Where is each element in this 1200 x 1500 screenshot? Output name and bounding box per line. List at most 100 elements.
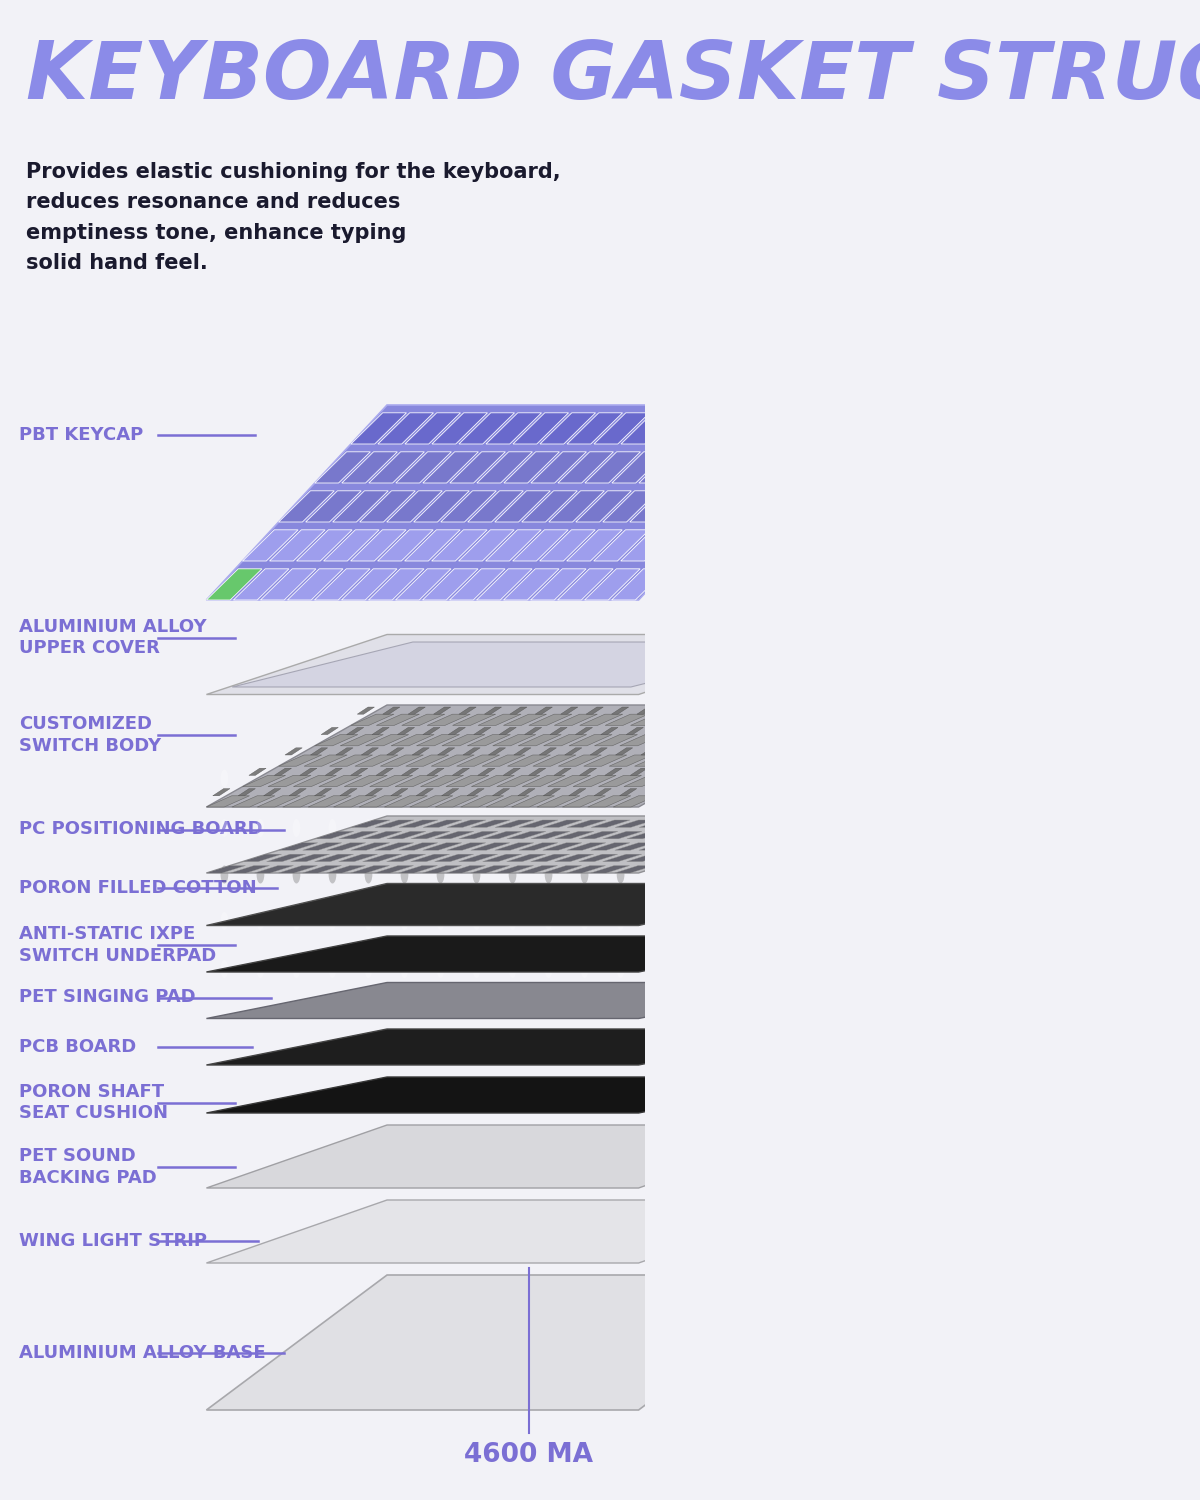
Polygon shape: [722, 831, 762, 839]
Polygon shape: [518, 843, 558, 850]
Polygon shape: [720, 452, 775, 483]
Polygon shape: [467, 735, 510, 746]
Polygon shape: [554, 853, 594, 861]
Text: 4600 MA: 4600 MA: [464, 1442, 594, 1468]
Polygon shape: [554, 831, 594, 839]
Polygon shape: [686, 843, 726, 850]
Polygon shape: [638, 452, 695, 483]
Polygon shape: [314, 831, 354, 839]
Polygon shape: [599, 776, 642, 786]
Polygon shape: [398, 821, 438, 828]
Polygon shape: [344, 776, 388, 786]
Polygon shape: [492, 789, 510, 796]
Circle shape: [365, 819, 372, 837]
Circle shape: [401, 819, 408, 837]
Polygon shape: [362, 853, 402, 861]
Polygon shape: [494, 843, 534, 850]
Polygon shape: [594, 413, 649, 444]
Circle shape: [473, 912, 480, 930]
Circle shape: [617, 912, 624, 930]
Polygon shape: [578, 831, 618, 839]
Polygon shape: [528, 768, 546, 776]
Polygon shape: [446, 843, 486, 850]
Polygon shape: [242, 530, 298, 561]
Polygon shape: [728, 728, 745, 735]
Polygon shape: [656, 714, 700, 726]
Polygon shape: [461, 796, 504, 807]
Polygon shape: [542, 843, 582, 850]
Polygon shape: [757, 714, 800, 726]
Polygon shape: [635, 754, 678, 766]
Polygon shape: [518, 789, 535, 796]
Polygon shape: [234, 568, 289, 600]
Polygon shape: [613, 796, 656, 807]
Polygon shape: [206, 1275, 820, 1410]
Polygon shape: [410, 853, 450, 861]
Polygon shape: [397, 728, 415, 735]
Polygon shape: [372, 728, 389, 735]
Circle shape: [365, 960, 372, 978]
Circle shape: [617, 960, 624, 978]
Polygon shape: [691, 748, 709, 754]
Polygon shape: [341, 735, 383, 746]
Circle shape: [437, 960, 444, 978]
Polygon shape: [580, 714, 623, 726]
Polygon shape: [458, 530, 514, 561]
Polygon shape: [427, 768, 444, 776]
Polygon shape: [398, 865, 438, 873]
Circle shape: [581, 912, 588, 930]
Polygon shape: [560, 706, 578, 714]
Polygon shape: [206, 634, 820, 694]
Polygon shape: [764, 706, 781, 714]
Polygon shape: [510, 706, 527, 714]
Polygon shape: [260, 568, 316, 600]
Circle shape: [257, 912, 264, 930]
Polygon shape: [494, 821, 534, 828]
Circle shape: [617, 770, 624, 788]
Polygon shape: [578, 853, 618, 861]
Polygon shape: [470, 843, 510, 850]
Polygon shape: [548, 490, 605, 522]
Polygon shape: [386, 853, 426, 861]
Polygon shape: [616, 748, 632, 754]
Polygon shape: [494, 865, 534, 873]
Polygon shape: [334, 796, 377, 807]
Polygon shape: [649, 776, 692, 786]
Polygon shape: [360, 490, 415, 522]
Polygon shape: [463, 748, 480, 754]
Polygon shape: [590, 865, 630, 873]
Polygon shape: [431, 754, 474, 766]
Polygon shape: [554, 768, 571, 776]
Circle shape: [581, 865, 588, 883]
Polygon shape: [458, 413, 515, 444]
Polygon shape: [476, 452, 533, 483]
Polygon shape: [730, 413, 785, 444]
Polygon shape: [368, 452, 425, 483]
Polygon shape: [355, 754, 398, 766]
Polygon shape: [518, 735, 562, 746]
Circle shape: [221, 960, 228, 978]
Circle shape: [509, 960, 516, 978]
Polygon shape: [547, 776, 590, 786]
Polygon shape: [514, 748, 532, 754]
Polygon shape: [206, 1200, 820, 1263]
Polygon shape: [296, 530, 352, 561]
Polygon shape: [522, 776, 565, 786]
Polygon shape: [391, 735, 434, 746]
Polygon shape: [206, 1077, 820, 1113]
Polygon shape: [702, 413, 757, 444]
Polygon shape: [626, 853, 666, 861]
Polygon shape: [566, 413, 623, 444]
Polygon shape: [612, 706, 629, 714]
Polygon shape: [338, 831, 378, 839]
Circle shape: [293, 912, 300, 930]
Polygon shape: [650, 831, 690, 839]
Polygon shape: [350, 821, 390, 828]
Polygon shape: [289, 789, 306, 796]
Polygon shape: [486, 530, 541, 561]
Polygon shape: [290, 853, 330, 861]
Polygon shape: [620, 530, 677, 561]
Polygon shape: [380, 754, 424, 766]
Circle shape: [221, 819, 228, 837]
Polygon shape: [666, 748, 684, 754]
